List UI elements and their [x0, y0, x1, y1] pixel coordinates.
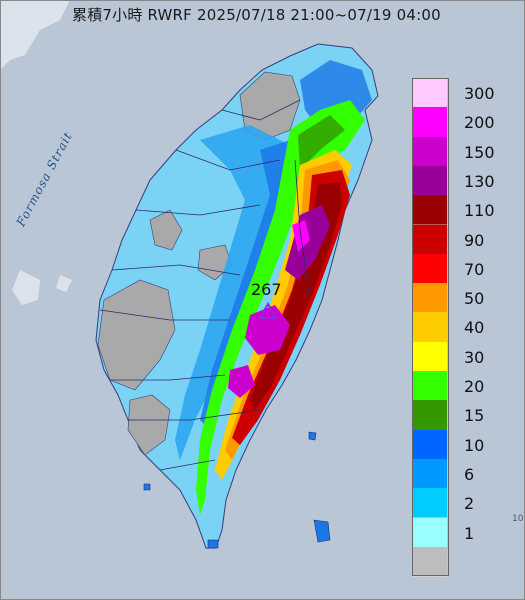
rain-band-150mm-b [228, 365, 255, 398]
rain-band-6mm [175, 125, 295, 460]
legend-swatch [412, 224, 447, 255]
map-title: 累積7小時 RWRF 2025/07/18 21:00~07/19 04:00 [72, 6, 441, 24]
offshore-islands [143, 431, 331, 549]
legend-label: 40 [464, 318, 485, 338]
legend-frame [412, 78, 449, 577]
legend-label: 90 [464, 230, 485, 250]
legend-label: 110 [464, 201, 495, 221]
legend-swatch [412, 429, 447, 460]
legend-label: 130 [464, 171, 495, 191]
legend-label: 300 [464, 84, 495, 103]
legend-swatch [412, 546, 447, 578]
rain-band-15mm [298, 115, 345, 170]
legend-label: 50 [464, 289, 485, 309]
legend-label: 20 [464, 377, 485, 396]
legend-label: 1 [464, 523, 475, 543]
max-rain-marker [258, 301, 278, 319]
county-boundaries [99, 99, 311, 471]
legend-label: 150 [464, 142, 495, 162]
legend-label: 200 [464, 113, 495, 133]
legend-label: 30 [464, 347, 485, 367]
legend-label: 15 [464, 406, 485, 426]
legend-label: 10 [464, 435, 485, 455]
max-rain-value: 267 [251, 280, 282, 299]
legend-swatch [412, 136, 447, 167]
legend-swatch [412, 341, 447, 372]
rain-band-20mm [196, 100, 365, 515]
corner-text: 10 [512, 514, 524, 524]
legend-label: 6 [464, 464, 475, 484]
legend-label: 2 [464, 494, 475, 514]
legend-label: 70 [464, 259, 485, 279]
legend-swatch [412, 253, 447, 285]
rain-band-150mm-a [245, 305, 290, 355]
mainland-coast [0, 0, 72, 305]
